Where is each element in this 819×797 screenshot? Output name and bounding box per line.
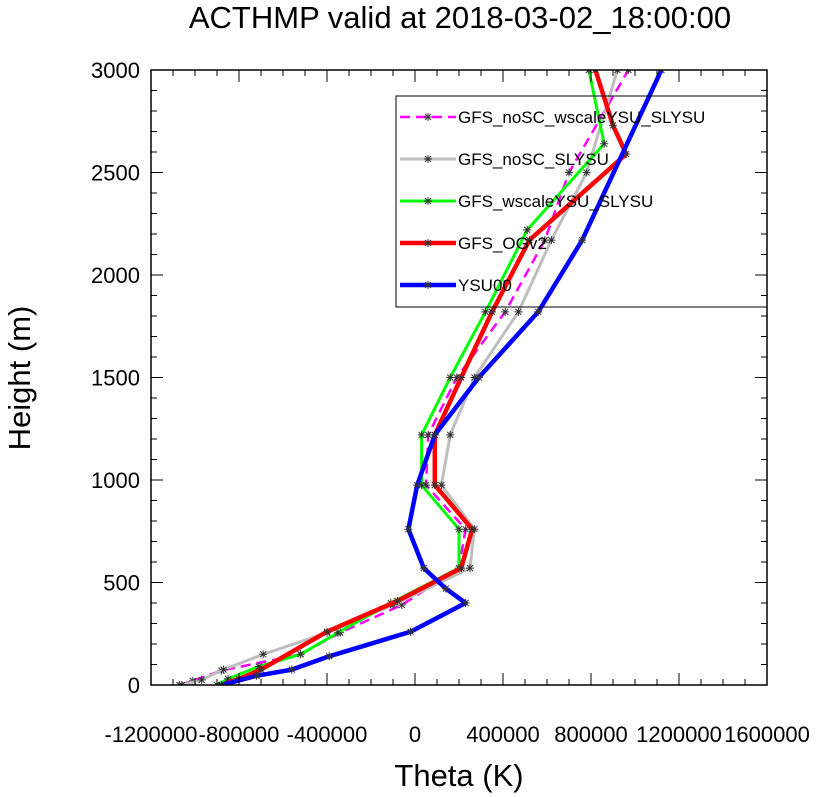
data-point — [457, 373, 466, 382]
x-tick-label: -400000 — [287, 722, 368, 747]
data-point — [461, 525, 470, 534]
data-point — [430, 430, 439, 439]
data-point — [422, 481, 430, 490]
legend-label: GFS_OGv2 — [458, 234, 547, 253]
data-point — [404, 525, 413, 534]
data-point — [417, 481, 426, 490]
data-point — [582, 168, 591, 177]
data-point — [446, 373, 455, 382]
data-point — [224, 674, 232, 683]
data-point — [197, 675, 206, 684]
data-point — [468, 525, 477, 534]
data-point — [257, 665, 265, 674]
y-tick-label: 1500 — [91, 366, 140, 391]
y-axis-label: Height (m) — [2, 306, 37, 451]
data-point — [514, 307, 523, 316]
data-point — [523, 225, 532, 234]
x-tick-label: -1200000 — [105, 722, 198, 747]
data-point — [488, 307, 496, 316]
data-point — [452, 373, 461, 382]
x-tick-label: -800000 — [199, 722, 280, 747]
data-point — [466, 564, 474, 573]
axis-ticks — [150, 69, 768, 686]
data-point — [534, 307, 543, 316]
data-point — [540, 236, 549, 245]
data-point — [413, 481, 422, 490]
data-point — [622, 150, 631, 159]
data-point — [424, 113, 432, 121]
data-point — [441, 584, 450, 593]
data-point — [287, 665, 296, 674]
data-point — [419, 564, 428, 573]
series-YSU00 — [217, 70, 666, 685]
x-tick-label: 1600000 — [724, 722, 810, 747]
data-point — [219, 665, 228, 674]
data-point — [461, 599, 470, 607]
data-point — [547, 236, 556, 245]
data-point — [406, 627, 415, 636]
data-point — [501, 307, 510, 316]
data-point — [424, 430, 433, 439]
data-point — [325, 652, 334, 661]
data-point — [600, 139, 609, 148]
x-axis-label: Theta (K) — [394, 758, 523, 793]
data-point — [417, 430, 426, 439]
y-tick-label: 500 — [103, 571, 140, 596]
data-point — [565, 168, 573, 177]
legend-label: YSU00 — [458, 276, 512, 295]
y-tick-label: 1000 — [91, 468, 140, 493]
data-point — [259, 650, 268, 659]
data-point — [334, 628, 342, 637]
data-point — [296, 650, 305, 659]
data-point — [457, 564, 466, 573]
chart-title: ACTHMP valid at 2018-03-02_18:00:00 — [189, 0, 731, 35]
legend-box — [395, 95, 768, 308]
x-tick-label: 400000 — [466, 722, 539, 747]
y-tick-label: 2500 — [91, 161, 140, 186]
data-point — [481, 307, 490, 316]
y-tick-label: 2000 — [91, 263, 140, 288]
y-tick-label: 0 — [128, 673, 140, 698]
data-point — [424, 155, 432, 163]
data-point — [424, 197, 432, 205]
data-point — [430, 481, 439, 490]
data-point — [252, 671, 261, 680]
data-point — [393, 596, 402, 605]
y-tick-label: 3000 — [91, 58, 140, 83]
data-point — [254, 662, 263, 671]
data-layer — [175, 70, 666, 685]
data-point — [437, 481, 446, 490]
data-point — [474, 373, 483, 382]
data-point — [323, 627, 331, 636]
legend: GFS_noSC_wscaleYSU_SLYSU GFS_noSC_SLYSU GF… — [395, 95, 768, 308]
data-point — [525, 236, 534, 245]
data-point — [397, 601, 406, 610]
legend-label: GFS_noSC_wscaleYSU_SLYSU — [458, 108, 705, 127]
legend-label: GFS_wscaleYSU_SLYSU — [458, 192, 653, 211]
y-tick-labels: 0 500 1000 1500 2000 2500 3000 — [91, 58, 140, 698]
data-point — [424, 281, 432, 289]
x-tick-label: 1200000 — [636, 722, 722, 747]
legend-label: GFS_noSC_SLYSU — [458, 150, 609, 169]
data-point — [578, 236, 587, 245]
data-point — [470, 373, 479, 382]
x-tick-label: 800000 — [554, 722, 627, 747]
data-point — [455, 525, 463, 534]
x-tick-label: 0 — [409, 722, 421, 747]
data-point — [609, 121, 617, 130]
x-tick-labels: -1200000 -800000 -400000 0 400000 800000 12000… — [105, 722, 810, 747]
data-point — [424, 239, 432, 247]
data-point — [446, 430, 455, 439]
